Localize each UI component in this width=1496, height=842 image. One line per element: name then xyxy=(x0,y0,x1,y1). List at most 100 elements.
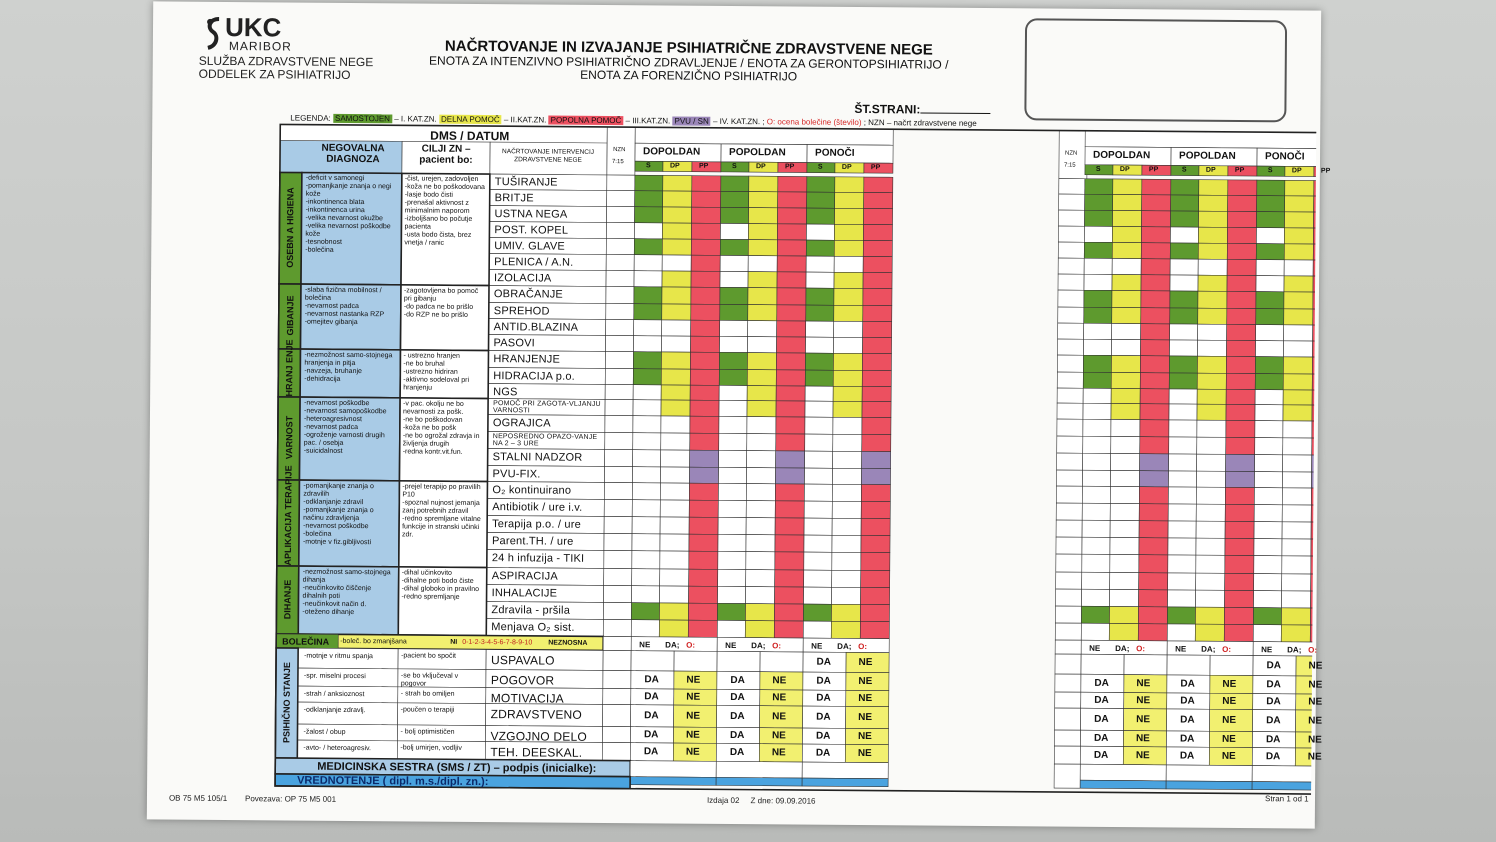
pain-o: O: xyxy=(1222,644,1232,654)
status-cell xyxy=(1169,339,1198,357)
status-cell xyxy=(631,533,661,552)
psych-da: DA xyxy=(1266,659,1282,671)
status-cell xyxy=(1223,624,1254,642)
psych-da: DA xyxy=(644,690,659,702)
patient-id-box[interactable] xyxy=(1024,18,1288,123)
status-cell xyxy=(689,466,719,484)
ukc-logo-icon xyxy=(203,16,225,52)
status-cell xyxy=(1224,590,1254,608)
form-sheet: UKC MARIBOR SLUŽBA ZDRAVSTVENE NEGE ODDE… xyxy=(146,1,1330,829)
pain-da: DA; xyxy=(1115,643,1130,653)
status-cell xyxy=(634,222,663,240)
pain-ne: NE xyxy=(1261,644,1273,654)
status-cell xyxy=(1140,323,1171,341)
status-cell xyxy=(1281,590,1311,609)
status-cell xyxy=(660,415,691,434)
status-cell xyxy=(1224,538,1255,556)
a-sub-2-2 xyxy=(863,162,894,174)
status-cell xyxy=(1283,275,1314,293)
status-cell xyxy=(690,238,721,256)
psych-ne: NE xyxy=(1136,677,1151,689)
status-cell xyxy=(720,223,749,240)
status-cell xyxy=(1310,607,1317,626)
a-sub-label-1-1: DP xyxy=(755,163,766,171)
col-diag-header-text: NEGOVALNA DIAGNOZA xyxy=(321,142,385,166)
status-cell xyxy=(1255,324,1285,342)
form-code: OB 75 M5 105/1 xyxy=(168,793,228,804)
status-cell xyxy=(1195,537,1226,556)
psych-label: PSIHIČNO STANJE xyxy=(281,661,293,743)
status-cell xyxy=(806,176,836,193)
status-cell xyxy=(1255,356,1284,375)
status-cell xyxy=(1253,504,1283,523)
status-cell xyxy=(1109,503,1140,521)
status-cell xyxy=(775,369,806,387)
status-cell xyxy=(804,369,834,387)
status-cell xyxy=(659,516,690,535)
status-cell xyxy=(806,207,835,225)
nzn-cell-2 xyxy=(1058,178,1086,195)
pain-text: -boleč. bo zmanjšana xyxy=(340,637,407,645)
section-label-text-0: OSEBN A HIGIENA xyxy=(285,187,296,268)
psych-ne: NE xyxy=(1136,713,1151,725)
status-cell xyxy=(720,207,749,224)
status-cell xyxy=(1283,243,1314,261)
status-cell xyxy=(1281,521,1312,540)
status-cell xyxy=(633,286,663,305)
status-cell xyxy=(1225,389,1256,405)
status-cell xyxy=(717,534,747,552)
nzn-cell-2 xyxy=(1054,622,1082,641)
status-cell xyxy=(746,483,776,502)
psych-ne-cell xyxy=(1209,654,1254,676)
status-cell xyxy=(803,603,832,622)
status-cell xyxy=(659,533,690,552)
status-cell xyxy=(805,320,835,338)
status-cell xyxy=(1167,572,1197,591)
status-cell xyxy=(659,568,690,587)
status-cell xyxy=(805,287,835,306)
page-number-field[interactable]: ŠT.STRANI: xyxy=(854,102,991,117)
status-cell xyxy=(1111,339,1141,356)
status-cell xyxy=(1197,258,1228,276)
status-cell xyxy=(1140,339,1170,357)
status-cell xyxy=(1255,275,1285,293)
status-cell xyxy=(832,450,863,469)
form-link: Povezava: OP 75 M5 001 xyxy=(244,794,337,804)
psych-diag-4: -žalost / obup xyxy=(303,728,346,736)
status-cell xyxy=(1169,290,1199,309)
status-cell xyxy=(747,287,778,306)
status-cell xyxy=(719,239,749,256)
status-cell xyxy=(1110,453,1141,471)
psych-da-cell xyxy=(1080,653,1125,675)
status-cell xyxy=(690,319,721,337)
status-cell xyxy=(803,569,833,588)
status-cell xyxy=(805,271,835,289)
pain-o: O: xyxy=(772,640,782,650)
psych-ne: NE xyxy=(1136,694,1151,706)
status-cell xyxy=(862,305,893,323)
status-cell xyxy=(1110,403,1141,420)
status-cell xyxy=(833,287,864,306)
b-sub-label-0-1: DP xyxy=(1119,166,1130,174)
b-sub-label-1-0: S xyxy=(1181,166,1187,174)
action-5-3: Menjava O₂ sist. xyxy=(491,620,575,634)
a-sub-label-0-0: S xyxy=(645,162,651,170)
status-cell xyxy=(803,586,832,605)
status-cell xyxy=(1311,437,1317,456)
status-cell xyxy=(1254,404,1284,422)
status-cell xyxy=(747,336,777,354)
status-cell xyxy=(1284,195,1315,213)
psych-da-cell xyxy=(716,651,761,673)
status-cell xyxy=(1111,323,1142,340)
action-2-2: NGS xyxy=(493,385,518,398)
status-cell xyxy=(775,467,805,485)
status-cell xyxy=(661,238,692,256)
status-cell xyxy=(1225,404,1256,421)
section-label-text-1: GIBANJE xyxy=(284,295,295,336)
status-cell xyxy=(687,619,718,638)
status-cell xyxy=(1284,227,1314,245)
status-cell xyxy=(1082,452,1112,471)
status-cell xyxy=(718,400,748,417)
status-cell xyxy=(1311,389,1317,406)
status-cell xyxy=(718,385,748,401)
